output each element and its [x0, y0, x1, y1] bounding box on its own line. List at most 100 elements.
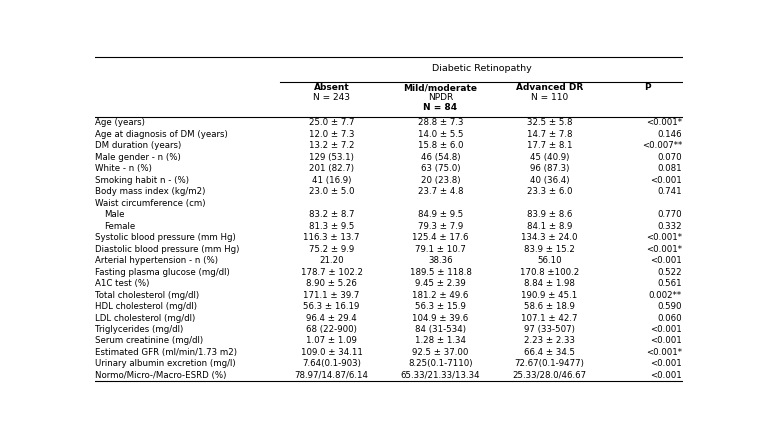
- Text: Male: Male: [104, 210, 124, 219]
- Text: 38.36: 38.36: [428, 256, 453, 265]
- Text: Diabetic Retinopathy: Diabetic Retinopathy: [432, 64, 531, 73]
- Text: 15.8 ± 6.0: 15.8 ± 6.0: [417, 141, 463, 150]
- Text: 83.9 ± 15.2: 83.9 ± 15.2: [524, 245, 575, 253]
- Text: 21.20: 21.20: [320, 256, 344, 265]
- Text: DM duration (years): DM duration (years): [95, 141, 181, 150]
- Text: 23.3 ± 6.0: 23.3 ± 6.0: [527, 187, 572, 196]
- Text: 0.770: 0.770: [657, 210, 682, 219]
- Text: 8.90 ± 5.26: 8.90 ± 5.26: [306, 279, 357, 288]
- Text: 181.2 ± 49.6: 181.2 ± 49.6: [412, 291, 468, 299]
- Text: 12.0 ± 7.3: 12.0 ± 7.3: [309, 130, 354, 139]
- Text: Normo/Micro-/Macro-ESRD (%): Normo/Micro-/Macro-ESRD (%): [95, 371, 226, 380]
- Text: Female: Female: [104, 222, 135, 231]
- Text: White - n (%): White - n (%): [95, 164, 152, 173]
- Text: 189.5 ± 118.8: 189.5 ± 118.8: [410, 267, 471, 277]
- Text: 9.45 ± 2.39: 9.45 ± 2.39: [415, 279, 466, 288]
- Text: <0.001: <0.001: [650, 336, 682, 346]
- Text: Fasting plasma glucose (mg/dl): Fasting plasma glucose (mg/dl): [95, 267, 230, 277]
- Text: 56.3 ± 15.9: 56.3 ± 15.9: [415, 302, 466, 311]
- Text: 65.33/21.33/13.34: 65.33/21.33/13.34: [401, 371, 480, 380]
- Text: 84 (31-534): 84 (31-534): [415, 325, 466, 334]
- Text: 170.8 ±100.2: 170.8 ±100.2: [520, 267, 579, 277]
- Text: 32.5 ± 5.8: 32.5 ± 5.8: [527, 118, 572, 127]
- Text: 104.9 ± 39.6: 104.9 ± 39.6: [412, 313, 468, 323]
- Text: 83.2 ± 8.7: 83.2 ± 8.7: [309, 210, 354, 219]
- Text: 83.9 ± 8.6: 83.9 ± 8.6: [527, 210, 572, 219]
- Text: 14.0 ± 5.5: 14.0 ± 5.5: [417, 130, 463, 139]
- Text: 0.561: 0.561: [657, 279, 682, 288]
- Text: Body mass index (kg/m2): Body mass index (kg/m2): [95, 187, 205, 196]
- Text: <0.007**: <0.007**: [641, 141, 682, 150]
- Text: 96 (87.3): 96 (87.3): [530, 164, 569, 173]
- Text: <0.001*: <0.001*: [646, 348, 682, 357]
- Text: Arterial hypertension - n (%): Arterial hypertension - n (%): [95, 256, 218, 265]
- Text: 56.3 ± 16.19: 56.3 ± 16.19: [304, 302, 360, 311]
- Text: 0.060: 0.060: [657, 313, 682, 323]
- Text: 0.002**: 0.002**: [649, 291, 682, 299]
- Text: <0.001*: <0.001*: [646, 245, 682, 253]
- Text: Urinary albumin excretion (mg/l): Urinary albumin excretion (mg/l): [95, 360, 235, 368]
- Text: 84.9 ± 9.5: 84.9 ± 9.5: [418, 210, 463, 219]
- Text: 107.1 ± 42.7: 107.1 ± 42.7: [521, 313, 578, 323]
- Text: Mild/moderate: Mild/moderate: [404, 83, 477, 92]
- Text: 79.1 ± 10.7: 79.1 ± 10.7: [415, 245, 466, 253]
- Text: 1.28 ± 1.34: 1.28 ± 1.34: [415, 336, 466, 346]
- Text: N = 243: N = 243: [313, 94, 350, 102]
- Text: Smoking habit n - (%): Smoking habit n - (%): [95, 176, 189, 185]
- Text: 7.64(0.1-903): 7.64(0.1-903): [302, 360, 361, 368]
- Text: Systolic blood pressure (mm Hg): Systolic blood pressure (mm Hg): [95, 233, 235, 242]
- Text: 72.67(0.1-9477): 72.67(0.1-9477): [515, 360, 584, 368]
- Text: 92.5 ± 37.00: 92.5 ± 37.00: [412, 348, 468, 357]
- Text: 8.84 ± 1.98: 8.84 ± 1.98: [524, 279, 575, 288]
- Text: 0.070: 0.070: [657, 153, 682, 162]
- Text: Estimated GFR (ml/min/1.73 m2): Estimated GFR (ml/min/1.73 m2): [95, 348, 237, 357]
- Text: 190.9 ± 45.1: 190.9 ± 45.1: [521, 291, 578, 299]
- Text: Age (years): Age (years): [95, 118, 145, 127]
- Text: 68 (22-900): 68 (22-900): [306, 325, 357, 334]
- Text: Advanced DR: Advanced DR: [515, 83, 583, 92]
- Text: 75.2 ± 9.9: 75.2 ± 9.9: [309, 245, 354, 253]
- Text: Triglycerides (mg/dl): Triglycerides (mg/dl): [95, 325, 183, 334]
- Text: 0.332: 0.332: [657, 222, 682, 231]
- Text: 0.081: 0.081: [657, 164, 682, 173]
- Text: 14.7 ± 7.8: 14.7 ± 7.8: [527, 130, 572, 139]
- Text: 0.590: 0.590: [657, 302, 682, 311]
- Text: 178.7 ± 102.2: 178.7 ± 102.2: [301, 267, 363, 277]
- Text: <0.001*: <0.001*: [646, 233, 682, 242]
- Text: 17.7 ± 8.1: 17.7 ± 8.1: [527, 141, 572, 150]
- Text: 79.3 ± 7.9: 79.3 ± 7.9: [418, 222, 463, 231]
- Text: HDL cholesterol (mg/dl): HDL cholesterol (mg/dl): [95, 302, 197, 311]
- Text: 28.8 ± 7.3: 28.8 ± 7.3: [417, 118, 463, 127]
- Text: 97 (33-507): 97 (33-507): [524, 325, 575, 334]
- Text: LDL cholesterol (mg/dl): LDL cholesterol (mg/dl): [95, 313, 195, 323]
- Text: 78.97/14.87/6.14: 78.97/14.87/6.14: [294, 371, 369, 380]
- Text: <0.001: <0.001: [650, 176, 682, 185]
- Text: 25.0 ± 7.7: 25.0 ± 7.7: [309, 118, 354, 127]
- Text: 41 (16.9): 41 (16.9): [312, 176, 351, 185]
- Text: 2.23 ± 2.33: 2.23 ± 2.33: [524, 336, 575, 346]
- Text: Absent: Absent: [313, 83, 349, 92]
- Text: 109.0 ± 34.11: 109.0 ± 34.11: [301, 348, 363, 357]
- Text: <0.001: <0.001: [650, 371, 682, 380]
- Text: 1.07 ± 1.09: 1.07 ± 1.09: [306, 336, 357, 346]
- Text: 40 (36.4): 40 (36.4): [530, 176, 569, 185]
- Text: Serum creatinine (mg/dl): Serum creatinine (mg/dl): [95, 336, 203, 346]
- Text: 46 (54.8): 46 (54.8): [420, 153, 460, 162]
- Text: N = 84: N = 84: [424, 104, 458, 112]
- Text: 134.3 ± 24.0: 134.3 ± 24.0: [521, 233, 578, 242]
- Text: <0.001: <0.001: [650, 325, 682, 334]
- Text: 25.33/28.0/46.67: 25.33/28.0/46.67: [512, 371, 587, 380]
- Text: 171.1 ± 39.7: 171.1 ± 39.7: [304, 291, 360, 299]
- Text: 0.741: 0.741: [657, 187, 682, 196]
- Text: N = 110: N = 110: [531, 94, 568, 102]
- Text: P: P: [644, 83, 651, 92]
- Text: NPDR: NPDR: [428, 94, 453, 102]
- Text: Male gender - n (%): Male gender - n (%): [95, 153, 181, 162]
- Text: Total cholesterol (mg/dl): Total cholesterol (mg/dl): [95, 291, 199, 299]
- Text: 96.4 ± 29.4: 96.4 ± 29.4: [307, 313, 357, 323]
- Text: 84.1 ± 8.9: 84.1 ± 8.9: [527, 222, 572, 231]
- Text: 0.522: 0.522: [657, 267, 682, 277]
- Text: 8.25(0.1-7110): 8.25(0.1-7110): [408, 360, 473, 368]
- Text: 66.4 ± 34.5: 66.4 ± 34.5: [524, 348, 575, 357]
- Text: 0.146: 0.146: [657, 130, 682, 139]
